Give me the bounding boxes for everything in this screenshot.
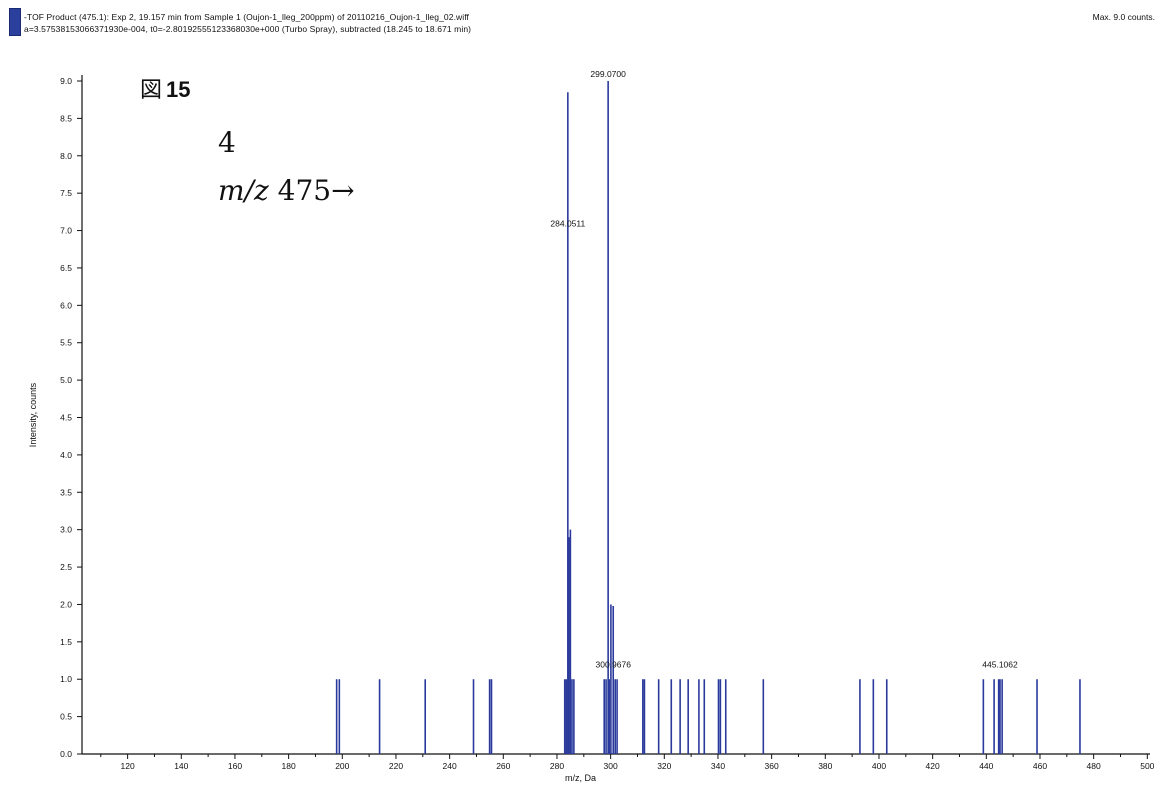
y-tick-label: 6.5 xyxy=(60,263,72,273)
x-axis-label: m/z, Da xyxy=(564,773,596,783)
x-tick-label: 320 xyxy=(657,761,671,771)
chart-axes: 0.0 0.5 1.0 1.5 2.0 2.5 3.0 3.5 4.0 4.5 5.0 5.5 6.0 6… xyxy=(60,75,1155,771)
figure-label-number: 15 xyxy=(166,77,191,102)
y-tick-label: 2.5 xyxy=(60,562,72,572)
x-tick-label: 240 xyxy=(443,761,457,771)
figure-label-kanji: 図 xyxy=(140,78,163,103)
y-tick-label: 8.5 xyxy=(60,113,72,123)
mz-value: 475→ xyxy=(268,174,355,207)
y-tick-label: 0.0 xyxy=(60,749,72,759)
x-tick-label: 440 xyxy=(979,761,993,771)
peak-label: 300.9676 xyxy=(596,660,632,670)
y-axis-label: Intensity, counts xyxy=(28,382,38,448)
x-tick-label: 360 xyxy=(765,761,779,771)
spectrum-marker xyxy=(9,8,21,36)
y-tick-label: 7.0 xyxy=(60,226,72,236)
x-tick-label: 460 xyxy=(1033,761,1047,771)
x-tick-label: 120 xyxy=(121,761,135,771)
x-tick-label: 220 xyxy=(389,761,403,771)
y-tick-label: 2.0 xyxy=(60,599,72,609)
x-tick-label: 420 xyxy=(926,761,940,771)
y-tick-label: 5.0 xyxy=(60,375,72,385)
y-tick-label: 8.0 xyxy=(60,151,72,161)
y-tick-label: 0.5 xyxy=(60,712,72,722)
y-tick-label: 3.0 xyxy=(60,525,72,535)
y-tick-label: 4.0 xyxy=(60,450,72,460)
x-tick-label: 500 xyxy=(1140,761,1154,771)
precursor-annotation: m/z 475→ xyxy=(218,174,355,207)
y-tick-label: 1.0 xyxy=(60,674,72,684)
y-tick-label: 3.5 xyxy=(60,487,72,497)
peak-label: 445.1062 xyxy=(982,660,1018,670)
x-tick-label: 140 xyxy=(174,761,188,771)
header-calibration-line: a=3.57538153066371930e-004, t0=-2.801925… xyxy=(24,24,472,34)
mz-italic: m/z xyxy=(218,174,269,207)
x-tick-label: 480 xyxy=(1087,761,1101,771)
max-counts-label: Max. 9.0 counts. xyxy=(1092,12,1155,22)
x-tick-label: 300 xyxy=(604,761,618,771)
x-tick-label: 340 xyxy=(711,761,725,771)
x-tick-label: 260 xyxy=(496,761,510,771)
figure-label: 図 15 xyxy=(140,72,191,104)
x-tick-label: 380 xyxy=(818,761,832,771)
y-tick-label: 5.5 xyxy=(60,338,72,348)
chart-peak-labels: 284.0511 299.0700 300.9676 445.1062 xyxy=(550,69,1018,670)
y-tick-label: 6.0 xyxy=(60,300,72,310)
x-tick-label: 280 xyxy=(550,761,564,771)
peak-label: 284.0511 xyxy=(550,219,585,229)
header-title-line: -TOF Product (475.1): Exp 2, 19.157 min … xyxy=(24,12,470,22)
x-tick-label: 200 xyxy=(335,761,349,771)
y-tick-label: 4.5 xyxy=(60,413,72,423)
x-tick-label: 180 xyxy=(282,761,296,771)
y-tick-label: 7.5 xyxy=(60,188,72,198)
peak-label: 299.0700 xyxy=(590,69,626,79)
chart-bars xyxy=(335,81,1081,754)
x-tick-label: 400 xyxy=(872,761,886,771)
y-tick-label: 9.0 xyxy=(60,76,72,86)
compound-number: 4 xyxy=(218,126,236,159)
x-tick-label: 160 xyxy=(228,761,242,771)
y-tick-label: 1.5 xyxy=(60,637,72,647)
